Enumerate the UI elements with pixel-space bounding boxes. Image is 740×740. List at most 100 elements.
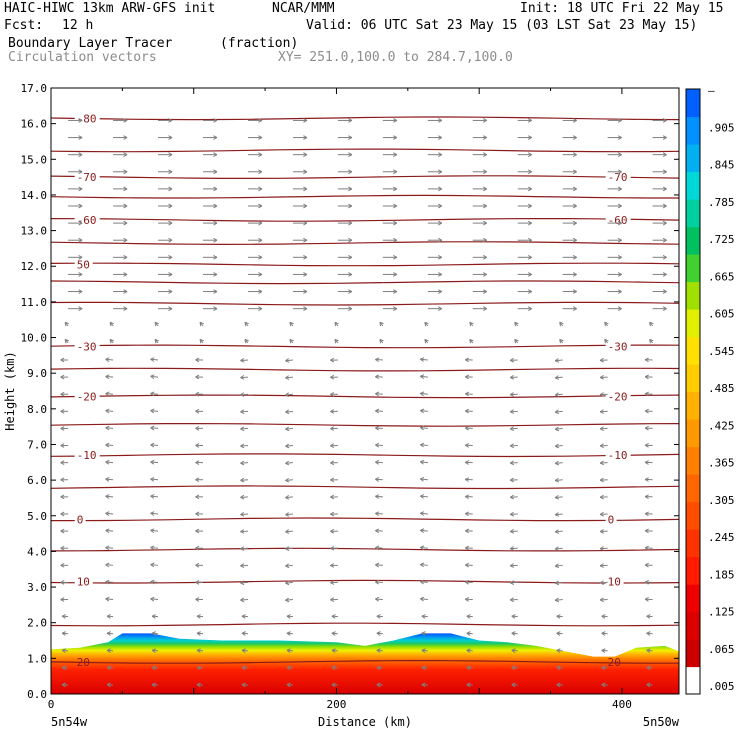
vector-arrow — [113, 289, 128, 294]
plot-frame — [50, 87, 680, 695]
vector-arrow — [472, 306, 487, 312]
vector-arrow — [68, 135, 83, 140]
vector-arrow — [158, 186, 173, 192]
vector-arrow — [554, 375, 563, 380]
vector-arrow — [241, 682, 249, 688]
vector-arrow — [382, 152, 398, 158]
vector-arrow — [285, 563, 293, 569]
vector-arrow — [644, 528, 653, 534]
vector-arrow — [554, 494, 563, 500]
vector-arrow — [644, 425, 653, 431]
vector-arrow — [601, 614, 608, 619]
vector-arrow — [427, 169, 443, 175]
vector-arrow — [517, 169, 532, 175]
contour-label-bg — [605, 575, 624, 588]
vector-arrow — [150, 425, 159, 431]
vector-arrow — [652, 220, 667, 226]
vector-arrow — [514, 338, 519, 344]
vector-arrow — [509, 511, 518, 517]
y-tick-label: 6.0 — [27, 474, 47, 487]
vector-arrow — [337, 220, 353, 226]
contour-label-bg — [605, 340, 631, 353]
vector-arrow — [240, 392, 249, 397]
vector-arrow — [61, 614, 69, 619]
vector-arrow — [292, 254, 308, 260]
vector-arrow — [113, 254, 128, 260]
vector-arrow — [105, 374, 114, 380]
vector-arrow — [562, 306, 577, 312]
vector-arrow — [196, 682, 204, 688]
vector-arrow — [244, 338, 249, 344]
colorbar-label: .185 — [708, 568, 735, 581]
vector-arrow — [469, 321, 474, 327]
vector-arrow — [607, 220, 622, 226]
vector-arrow — [382, 186, 398, 192]
vector-arrow — [472, 272, 487, 277]
vector-arrow — [517, 306, 532, 312]
vector-arrow — [420, 562, 428, 568]
contour-label-bg — [74, 340, 100, 353]
colorbar-swatch — [686, 199, 700, 228]
vector-arrow — [652, 237, 667, 243]
vector-arrow — [599, 409, 608, 414]
vector-arrow — [285, 512, 293, 517]
colorbar-label: .665 — [708, 270, 735, 283]
vector-arrow — [465, 579, 473, 585]
vector-arrow — [375, 425, 383, 431]
vector-arrow — [285, 477, 293, 483]
vector-arrow — [649, 321, 654, 327]
org-label: NCAR/MMM — [272, 1, 335, 16]
vector-arrow — [517, 254, 532, 260]
vector-arrow — [375, 408, 383, 414]
vector-arrow — [601, 631, 608, 636]
vector-arrow — [562, 272, 577, 277]
vector-arrow — [554, 477, 563, 483]
colorbar-swatch — [686, 226, 700, 255]
vector-arrow — [158, 272, 173, 277]
vector-arrow — [158, 203, 173, 209]
vector-arrow — [644, 374, 653, 380]
vector-arrow — [652, 254, 667, 260]
vector-arrow — [517, 118, 532, 123]
vector-arrow — [375, 494, 383, 499]
contour-line — [51, 175, 679, 179]
vector-arrow — [292, 152, 308, 158]
vector-arrow — [472, 254, 487, 260]
vector-arrow — [105, 442, 114, 448]
colorbar-swatch — [686, 666, 700, 695]
vector-arrow — [562, 220, 577, 226]
contour-line-unlabeled — [51, 194, 679, 199]
vector-arrow — [554, 580, 563, 586]
contour-label-bg — [74, 513, 86, 526]
colorbar-swatch — [686, 446, 700, 475]
vector-arrow — [517, 203, 532, 209]
contour-label: 50 — [77, 258, 90, 271]
vector-arrow — [150, 511, 159, 516]
contour-label-bg — [74, 171, 100, 184]
vector-arrow — [427, 289, 443, 294]
contour-line-unlabeled — [51, 547, 679, 552]
vector-arrow — [607, 169, 622, 175]
contour-label: -20 — [77, 390, 97, 403]
vector-arrow — [68, 203, 83, 209]
y-tick-label: 2.0 — [27, 617, 47, 630]
y-tick-label: 7.0 — [27, 438, 47, 451]
colorbar-label: .725 — [708, 233, 735, 246]
vector-arrow — [337, 272, 353, 277]
vector-arrow — [247, 254, 263, 260]
vector-arrow — [599, 477, 608, 483]
vector-arrow — [646, 631, 653, 636]
vector-arrow — [241, 648, 249, 653]
vector-arrow — [240, 597, 249, 603]
vector-arrow — [337, 118, 353, 123]
vector-arrow — [337, 186, 353, 192]
vector-arrow — [562, 203, 577, 209]
vector-arrow — [644, 460, 653, 465]
vector-arrow — [247, 169, 263, 175]
vector-arrow — [105, 357, 114, 362]
contour-line-unlabeled — [51, 148, 679, 153]
vector-arrow — [599, 494, 608, 500]
vector-arrow — [330, 597, 338, 603]
vector-arrow — [604, 338, 609, 344]
